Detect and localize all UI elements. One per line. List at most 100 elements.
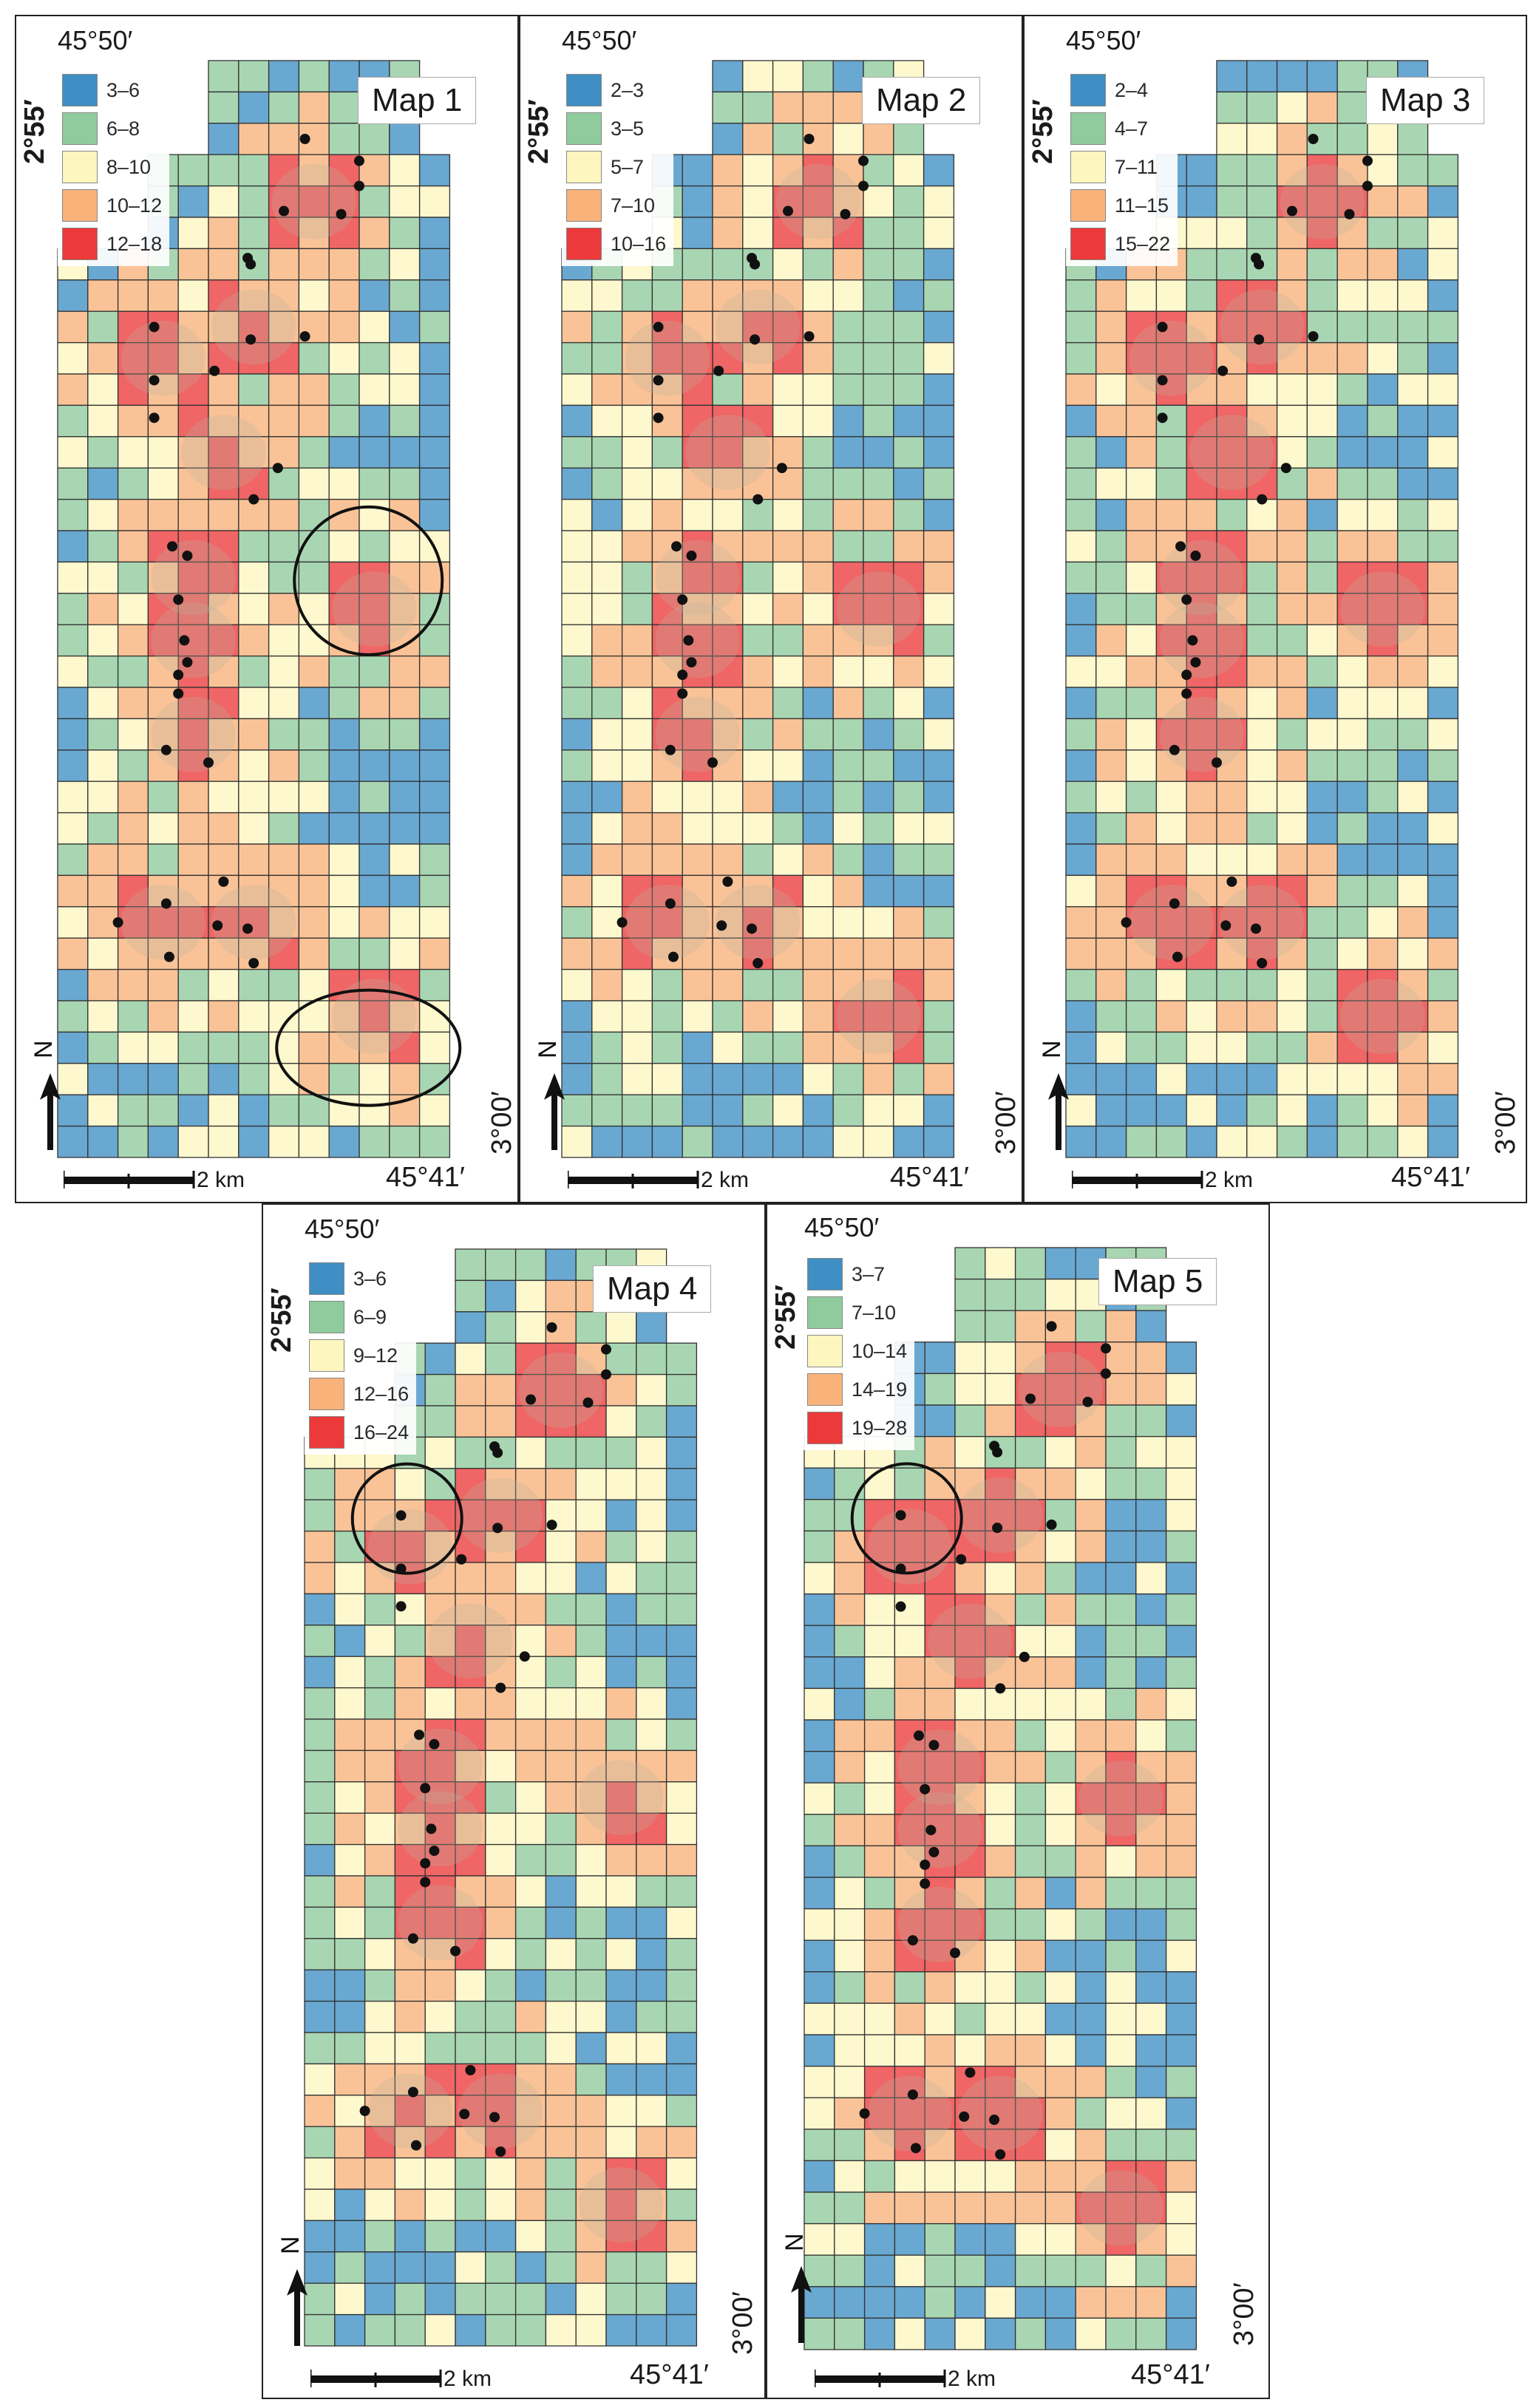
grid-cell: [1075, 2317, 1107, 2350]
vent-point: [750, 259, 761, 270]
grid-cell: [485, 2220, 517, 2253]
grid-cell: [894, 2034, 925, 2067]
scale-label-4: 2 km: [444, 2367, 492, 2391]
grid-cell: [238, 843, 270, 877]
grid-cell: [1125, 1094, 1158, 1127]
grid-cell: [802, 1125, 834, 1158]
grid-cell: [802, 624, 834, 657]
grid-cell: [1216, 436, 1248, 469]
grid-cell: [1336, 341, 1368, 375]
grid-cell: [804, 1814, 835, 1847]
grid-cell: [772, 968, 804, 1001]
grid-cell: [682, 248, 713, 281]
vent-point: [601, 1344, 611, 1355]
grid-cell: [238, 624, 270, 657]
grid-cell: [605, 1311, 637, 1344]
grid-cell: [924, 2254, 956, 2288]
grid-cell: [238, 749, 270, 782]
grid-cell: [621, 968, 653, 1001]
vent-point: [925, 1825, 937, 1836]
grid-cell: [1065, 310, 1097, 344]
north-arrow-icon: N: [276, 2236, 308, 2346]
relief-shading: [332, 979, 417, 1055]
grid-cell: [1367, 937, 1399, 970]
relief-shading: [1129, 320, 1214, 396]
grid-cell: [1095, 843, 1127, 877]
grid-cell: [1095, 341, 1127, 375]
grid-cell: [1246, 780, 1278, 814]
grid-cell: [1095, 1000, 1127, 1033]
grid-cell: [1336, 687, 1368, 720]
grid-cell: [359, 123, 390, 155]
grid-cell: [177, 310, 209, 344]
grid-cell: [923, 843, 955, 877]
grid-cell: [1186, 1094, 1217, 1127]
grid-cell: [985, 2254, 1016, 2288]
grid-cell: [561, 749, 593, 782]
grid-cell: [485, 1875, 517, 1908]
relief-shading: [367, 1509, 452, 1585]
grid-cell: [575, 2251, 607, 2284]
grid-cell: [561, 780, 593, 814]
grid-cell: [923, 154, 955, 187]
vent-point: [653, 375, 664, 386]
grid-cell: [1306, 593, 1338, 625]
top-coordinate-3: 45°50′: [1066, 25, 1141, 55]
grid-cell: [1427, 436, 1459, 469]
grid-cell: [742, 91, 774, 124]
grid-cell: [665, 1843, 698, 1877]
grid-cell: [485, 1906, 517, 1939]
grid-cell: [304, 2000, 336, 2033]
grid-cell: [545, 2251, 577, 2284]
grid-cell: [712, 937, 744, 970]
grid-cell: [177, 1000, 209, 1033]
grid-cell: [208, 843, 239, 877]
grid-cell: [545, 1279, 577, 1313]
grid-cell: [894, 1908, 925, 1941]
grid-cell: [893, 906, 925, 939]
grid-cell: [1397, 843, 1429, 877]
grid-cell: [418, 624, 451, 657]
grid-cell: [924, 2002, 956, 2035]
grid-cell: [334, 1499, 366, 1532]
grid-cell: [418, 373, 451, 407]
grid-cell: [57, 968, 89, 1001]
vent-point: [1101, 1368, 1111, 1379]
grid-cell: [923, 874, 955, 908]
grid-cell: [485, 1749, 517, 1783]
grid-cell: [1276, 404, 1308, 438]
grid-cell: [804, 1877, 835, 1910]
grid-cell: [1075, 2065, 1107, 2098]
grid-cell: [1105, 1625, 1137, 1658]
grid-cell: [304, 1781, 336, 1814]
grid-cell: [802, 1000, 834, 1033]
grid-cell: [424, 2157, 456, 2190]
grid-cell: [334, 1718, 366, 1752]
grid-cell: [1427, 624, 1459, 657]
lat-top-label-1: 2°55′: [19, 99, 50, 164]
grid-cell: [985, 1341, 1016, 1375]
grid-cell: [364, 2220, 396, 2253]
grid-cell: [455, 1687, 486, 1720]
grid-cell: [605, 2063, 637, 2096]
grid-cell: [893, 217, 925, 250]
grid-cell: [832, 310, 864, 344]
scale-label-2: 2 km: [701, 1168, 750, 1192]
grid-cell: [1065, 530, 1097, 563]
north-label: N: [1038, 1040, 1066, 1058]
grid-cell: [894, 2286, 925, 2319]
grid-cell: [424, 1749, 456, 1783]
grid-cell: [923, 373, 955, 407]
scale-bar: [64, 1171, 195, 1188]
grid-cell: [418, 310, 451, 344]
grid-cell: [834, 1971, 866, 2004]
grid-cell: [1135, 2191, 1167, 2225]
grid-cell: [863, 1562, 896, 1595]
grid-cell: [863, 2222, 896, 2256]
grid-cell: [893, 749, 925, 782]
grid-cell: [268, 248, 300, 281]
grid-cell: [742, 123, 774, 155]
grid-cell: [1306, 906, 1338, 939]
grid-cell: [1065, 687, 1097, 720]
relief-shading: [332, 571, 417, 647]
